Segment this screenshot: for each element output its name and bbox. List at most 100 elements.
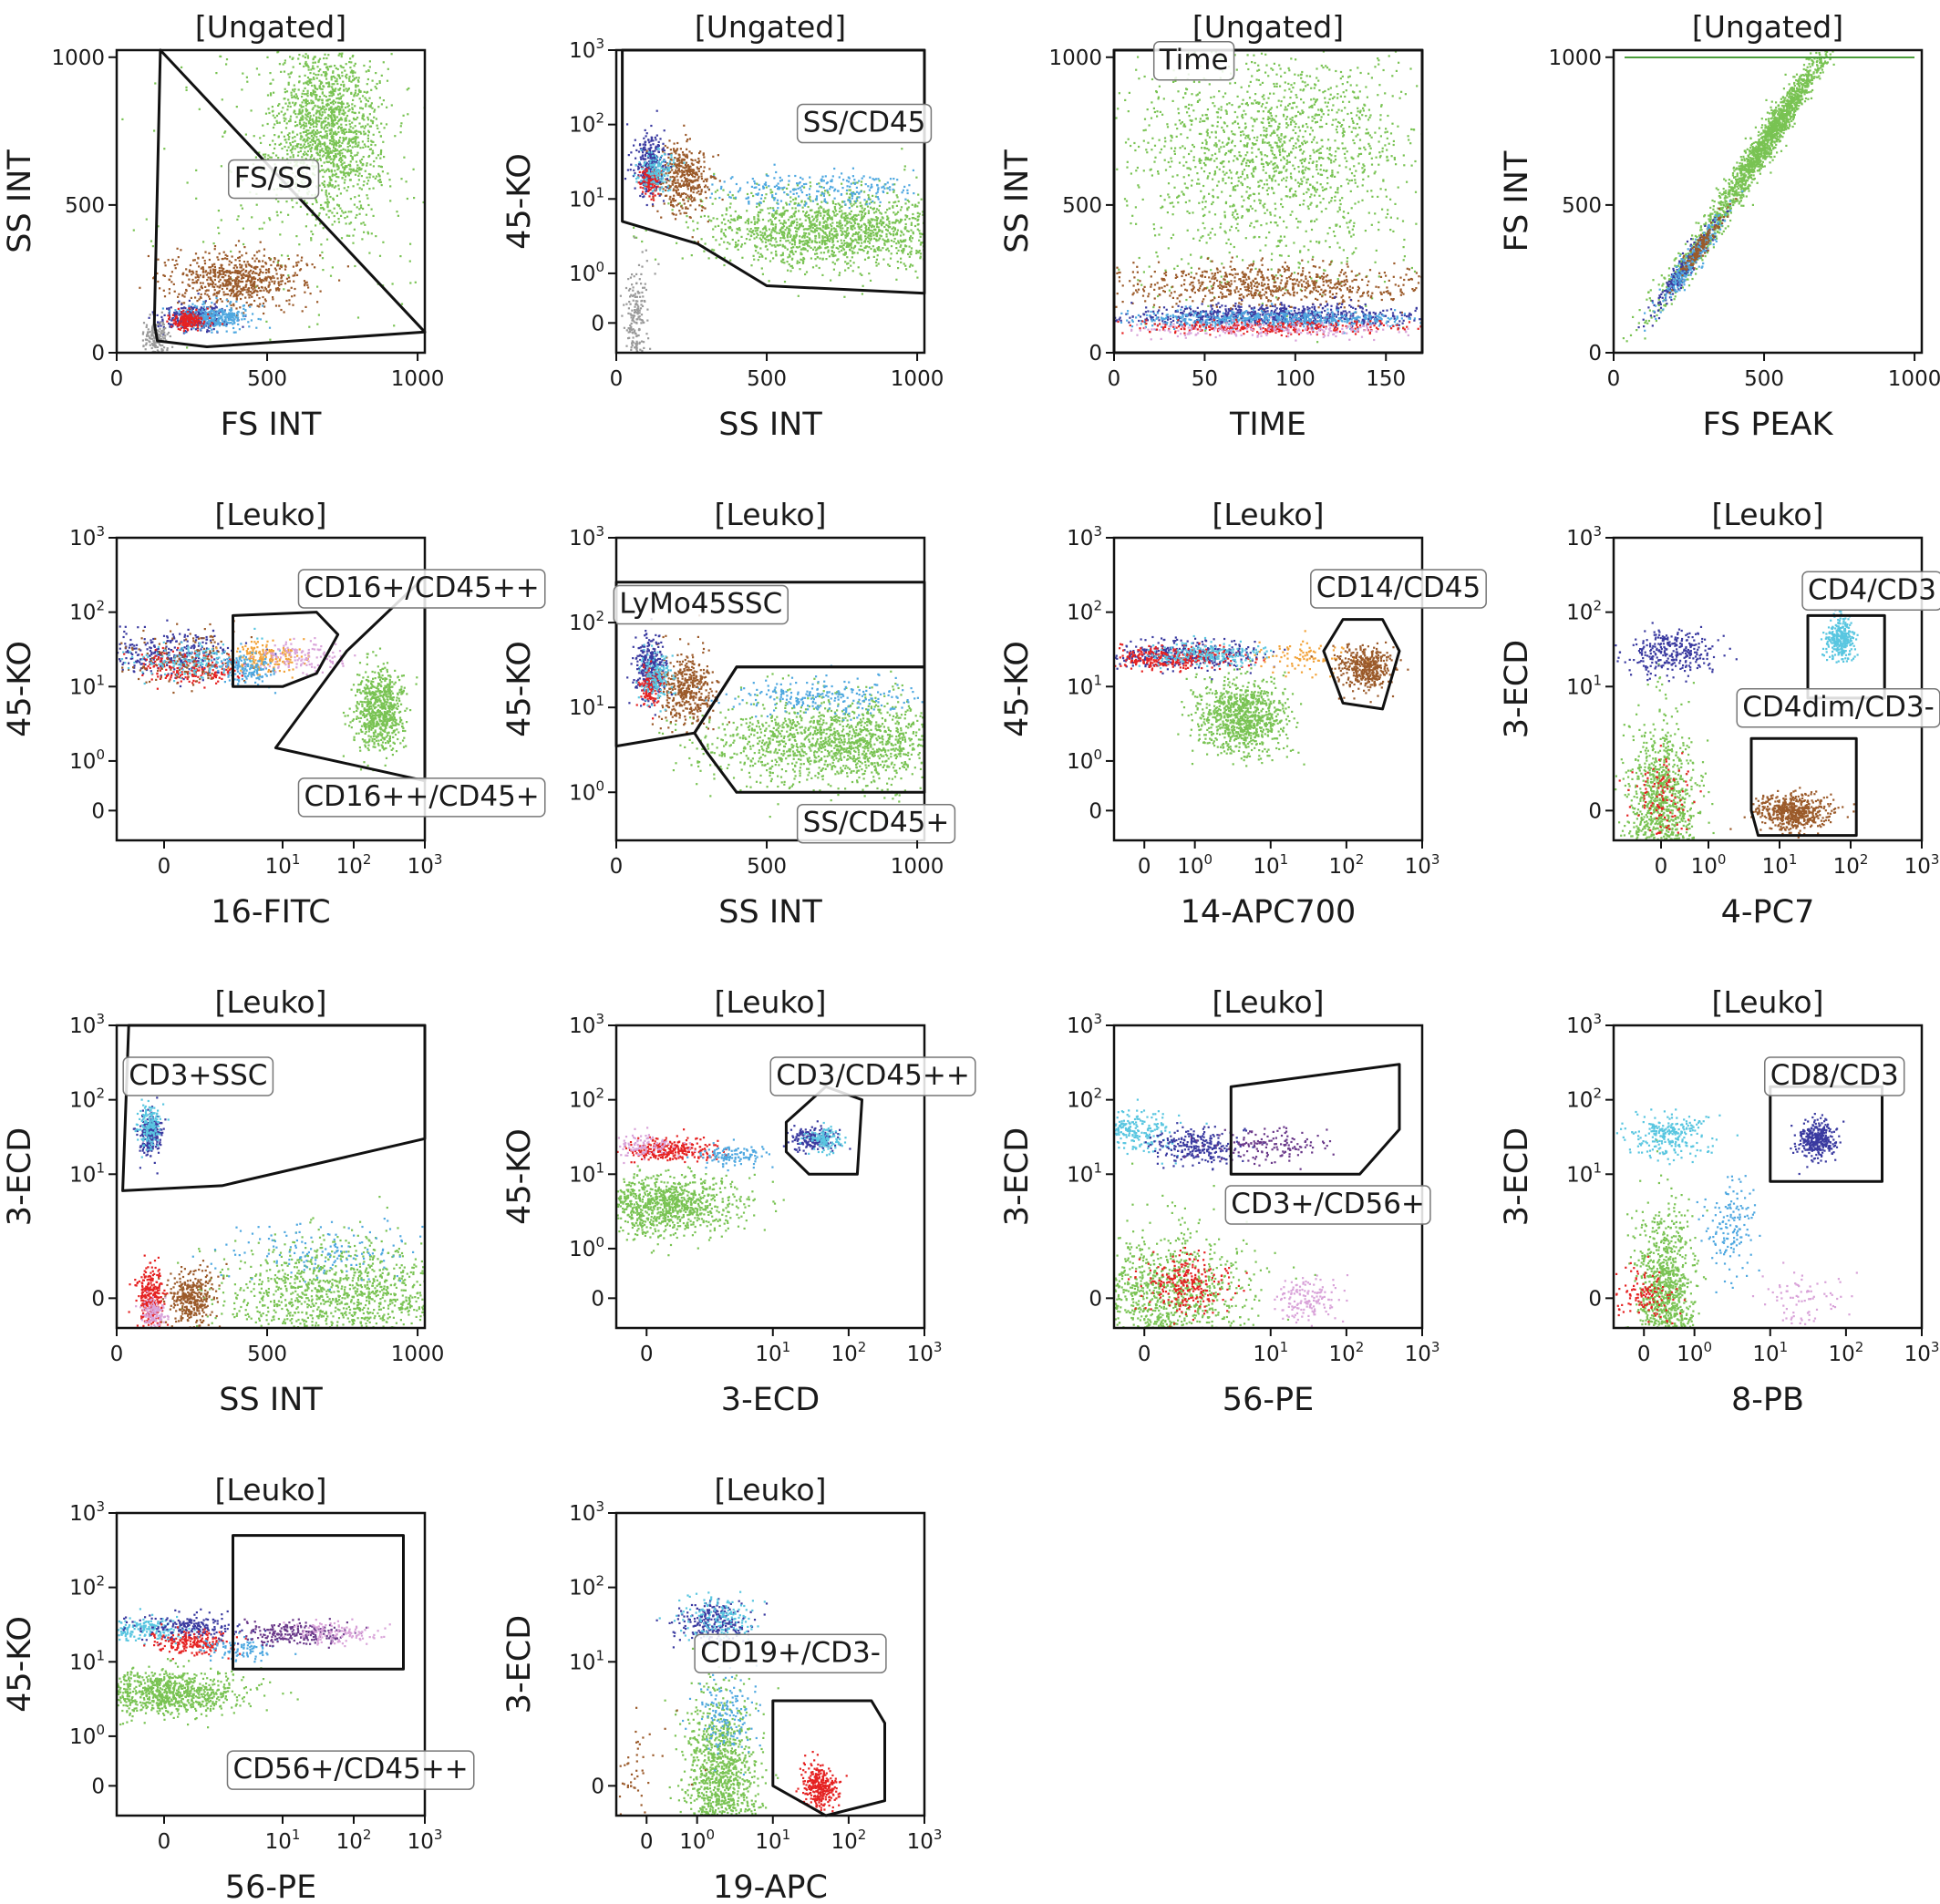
event-point — [185, 289, 188, 293]
event-point — [833, 214, 836, 217]
event-point — [269, 288, 272, 292]
event-point — [239, 270, 242, 273]
event-point — [737, 228, 739, 231]
event-point — [353, 77, 356, 80]
event-point — [880, 235, 882, 238]
event-point — [301, 96, 304, 98]
event-point — [759, 252, 762, 255]
event-point — [335, 194, 338, 197]
event-point — [226, 279, 229, 282]
event-point — [754, 244, 757, 247]
event-point — [162, 331, 165, 334]
event-point — [377, 154, 380, 157]
event-point — [841, 187, 844, 190]
event-point — [321, 206, 325, 210]
event-point — [332, 132, 335, 135]
event-point — [808, 219, 810, 221]
event-point — [348, 129, 351, 131]
event-point — [207, 326, 210, 329]
event-point — [855, 218, 858, 221]
event-point — [332, 160, 335, 163]
event-point — [875, 211, 878, 213]
event-point — [346, 114, 349, 118]
event-point — [336, 67, 339, 71]
event-point — [804, 228, 807, 231]
event-point — [308, 112, 311, 115]
event-point — [839, 220, 841, 222]
event-point — [918, 212, 921, 215]
event-point — [897, 240, 900, 242]
event-point — [746, 219, 748, 222]
event-point — [150, 329, 153, 332]
event-point — [301, 110, 304, 113]
event-point — [864, 235, 867, 238]
event-point — [326, 127, 329, 129]
event-point — [727, 220, 730, 222]
event-point — [771, 214, 774, 217]
event-point — [761, 255, 764, 258]
event-point — [315, 198, 317, 201]
event-point — [206, 293, 209, 296]
event-point — [244, 133, 247, 136]
event-point — [212, 319, 215, 322]
event-point — [208, 330, 211, 333]
event-point — [306, 136, 309, 139]
gate-region[interactable] — [152, 48, 427, 348]
event-point — [842, 253, 845, 256]
event-point — [247, 293, 250, 296]
event-point — [774, 197, 777, 200]
event-point — [685, 196, 687, 199]
event-point — [242, 242, 245, 246]
event-point — [382, 61, 385, 64]
event-point — [263, 298, 266, 301]
event-point — [302, 89, 304, 92]
event-point — [347, 163, 350, 166]
event-point — [347, 87, 350, 90]
event-point — [171, 345, 174, 348]
event-point — [893, 201, 895, 204]
event-point — [351, 158, 354, 160]
event-point — [332, 135, 335, 138]
event-point — [195, 307, 198, 310]
event-point — [345, 171, 347, 174]
event-point — [240, 266, 242, 269]
event-point — [150, 337, 154, 340]
event-point — [160, 315, 163, 318]
event-point — [221, 318, 223, 322]
event-point — [771, 190, 774, 193]
event-point — [224, 253, 227, 256]
event-point — [290, 91, 293, 94]
event-point — [373, 110, 376, 113]
event-point — [356, 85, 359, 87]
event-point — [237, 275, 240, 278]
event-point — [389, 185, 392, 188]
event-point — [722, 232, 725, 235]
event-point — [814, 258, 817, 261]
event-point — [238, 285, 241, 288]
event-point — [335, 165, 338, 168]
event-point — [407, 113, 409, 116]
event-point — [325, 190, 327, 192]
event-point — [746, 228, 748, 231]
event-point — [889, 189, 892, 191]
event-point — [170, 323, 172, 325]
event-point — [352, 75, 355, 77]
event-point — [366, 232, 370, 235]
event-point — [308, 117, 311, 119]
event-point — [207, 283, 210, 285]
event-point — [222, 313, 225, 316]
event-point — [780, 260, 783, 262]
event-point — [242, 273, 244, 275]
event-point — [664, 144, 666, 148]
event-point — [238, 328, 241, 331]
event-point — [668, 187, 671, 190]
event-point — [288, 289, 291, 292]
event-point — [359, 130, 362, 133]
event-point — [809, 176, 811, 179]
event-point — [346, 102, 349, 105]
event-point — [352, 168, 355, 170]
event-point — [343, 181, 346, 184]
event-point — [724, 229, 727, 232]
event-point — [791, 266, 794, 269]
event-point — [302, 55, 304, 57]
